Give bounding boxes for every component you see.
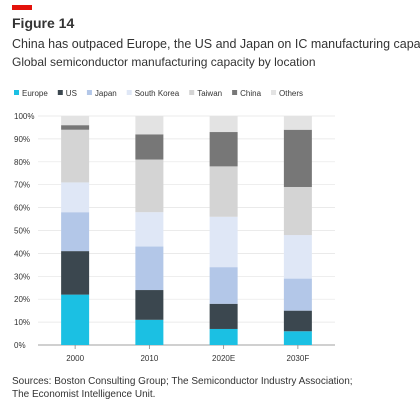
- bar-segment: [209, 328, 238, 345]
- bar-segment: [61, 212, 90, 252]
- bar-segment: [61, 294, 90, 345]
- legend-label: South Korea: [135, 89, 180, 98]
- x-tick-label: 2010: [140, 354, 158, 363]
- bar-segment: [283, 310, 312, 332]
- y-tick-label: 50%: [14, 227, 30, 236]
- chart-subtitle: Global semiconductor manufacturing capac…: [12, 55, 316, 69]
- y-tick-label: 30%: [14, 272, 30, 281]
- legend-swatch: [14, 90, 19, 95]
- bar-segment: [209, 132, 238, 167]
- bar-segment: [209, 267, 238, 304]
- bar-segment: [283, 116, 312, 130]
- bar-segment: [135, 290, 164, 320]
- x-tick-label: 2020E: [212, 354, 235, 363]
- legend-label: Europe: [22, 89, 48, 98]
- legend-swatch: [57, 90, 63, 95]
- bar-segment: [135, 116, 164, 135]
- bar-segment: [135, 159, 164, 213]
- bar-segment: [61, 116, 90, 126]
- figure-label: Figure 14: [12, 15, 74, 31]
- legend-swatch: [189, 90, 195, 95]
- legend-label: China: [240, 89, 261, 98]
- chart-title: China has outpaced Europe, the US and Ja…: [12, 37, 420, 51]
- bar-segment: [283, 331, 312, 345]
- x-tick-label: 2000: [66, 354, 84, 363]
- bar-segment: [135, 212, 164, 247]
- bar-segment: [209, 166, 238, 217]
- y-tick-label: 60%: [14, 204, 30, 213]
- legend-swatch: [232, 90, 238, 95]
- legend-swatch: [126, 90, 132, 95]
- x-tick-label: 2030F: [287, 354, 310, 363]
- y-tick-label: 40%: [14, 249, 30, 258]
- bar-segment: [283, 186, 312, 236]
- bar-segment: [283, 235, 312, 279]
- legend-label: Japan: [95, 89, 117, 98]
- source: Sources: Boston Consulting Group; The Se…: [12, 376, 353, 387]
- bar-segment: [61, 182, 90, 213]
- y-tick-label: 0%: [14, 341, 26, 350]
- bar-segment: [209, 216, 238, 268]
- bar-segment: [209, 116, 238, 133]
- legend-swatch: [86, 90, 92, 95]
- bar-segment: [209, 303, 238, 329]
- brand-bar: [12, 5, 32, 10]
- y-tick-label: 70%: [14, 181, 30, 190]
- bar-segment: [61, 129, 90, 183]
- bar-segment: [135, 246, 164, 291]
- bar-segment: [283, 129, 312, 187]
- legend-label: Others: [279, 89, 303, 98]
- bar-segment: [61, 125, 90, 130]
- legend-swatch: [271, 90, 277, 95]
- y-tick-label: 20%: [14, 295, 30, 304]
- source: The Economist Intelligence Unit.: [12, 389, 155, 400]
- y-tick-label: 80%: [14, 158, 30, 167]
- bar-segment: [61, 251, 90, 295]
- y-tick-label: 10%: [14, 318, 30, 327]
- y-tick-label: 100%: [14, 112, 34, 121]
- legend-label: Taiwan: [197, 89, 222, 98]
- bar-segment: [135, 134, 164, 160]
- legend-label: US: [66, 89, 77, 98]
- bar-segment: [283, 278, 312, 311]
- y-tick-label: 90%: [14, 135, 30, 144]
- bar-segment: [135, 319, 164, 345]
